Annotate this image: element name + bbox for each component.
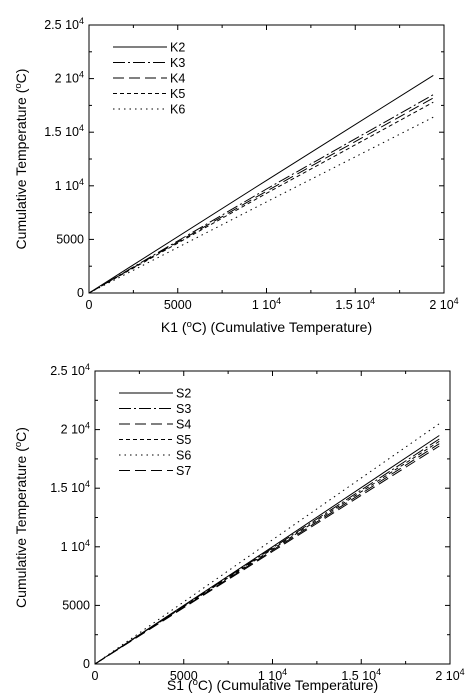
series-line-k2: [88, 74, 434, 294]
series-line-k6: [88, 116, 434, 294]
x-axis-label: K1 (oC) (Cumulative Temperature): [161, 319, 372, 336]
plot-frame: [88, 24, 445, 294]
y-tick-label: 1.5 104: [44, 123, 84, 139]
series-line-s7: [94, 443, 440, 665]
x-tick-label: 1.5 104: [335, 296, 375, 312]
series-line-s3: [94, 438, 440, 665]
series-line-k5: [88, 101, 434, 294]
y-tick-label: 1 104: [55, 177, 84, 193]
x-tick-label: 0: [92, 669, 99, 683]
y-tick-label: 1 104: [61, 538, 90, 554]
x-tick-label: 2 104: [435, 667, 464, 683]
y-tick-label: 1.5 104: [50, 479, 90, 495]
y-tick-label: 2 104: [61, 421, 90, 437]
legend-label-s6: S6: [176, 449, 191, 463]
legend-label-s4: S4: [176, 418, 191, 432]
series-line-s4: [94, 445, 440, 665]
x-tick-label: 1 104: [258, 667, 287, 683]
y-axis-label: Cumulative Temperature (oC): [13, 69, 30, 250]
legend-label-s3: S3: [176, 402, 191, 416]
y-tick-label: 0: [83, 657, 90, 671]
y-tick-label: 5000: [56, 232, 84, 246]
legend-label-k6: K6: [170, 103, 185, 117]
legend-label-k4: K4: [170, 72, 185, 86]
x-tick-label: 1.5 104: [341, 667, 381, 683]
series-line-s6: [94, 423, 440, 665]
chart-1: 0 5000 1 104 1.5 104 2 104 0 5000 1 104 1.5 104 2…: [13, 16, 459, 335]
legend-label-k5: K5: [170, 87, 185, 101]
y-tick-label: 0: [77, 286, 84, 300]
y-axis-label: Cumulative Temperature (oC): [13, 427, 30, 608]
plot-frame: [94, 370, 451, 665]
x-tick-label: 5000: [170, 669, 198, 683]
x-axis-label: S1 (oC) (Cumulative Temperature): [167, 677, 378, 694]
chart-2: 0 5000 1 104 1.5 104 2 104 0 5000 1 104 1.5 104 2…: [13, 362, 465, 693]
series-line-k3: [88, 94, 434, 294]
legend-label-k2: K2: [170, 41, 185, 55]
y-tick-label: 5000: [62, 598, 90, 612]
x-tick-label: 5000: [164, 298, 192, 312]
legend-label-s5: S5: [176, 433, 191, 447]
y-tick-label: 2 104: [55, 70, 84, 86]
y-tick-label: 2.5 104: [50, 362, 90, 378]
x-tick-label: 2 104: [429, 296, 458, 312]
y-tick-label: 2.5 104: [44, 16, 84, 32]
legend-label-s2: S2: [176, 387, 191, 401]
x-tick-label: 1 104: [252, 296, 281, 312]
series-line-k4: [88, 97, 434, 294]
legend-label-k3: K3: [170, 56, 185, 70]
x-tick-label: 0: [86, 298, 93, 312]
legend-label-s7: S7: [176, 464, 191, 478]
